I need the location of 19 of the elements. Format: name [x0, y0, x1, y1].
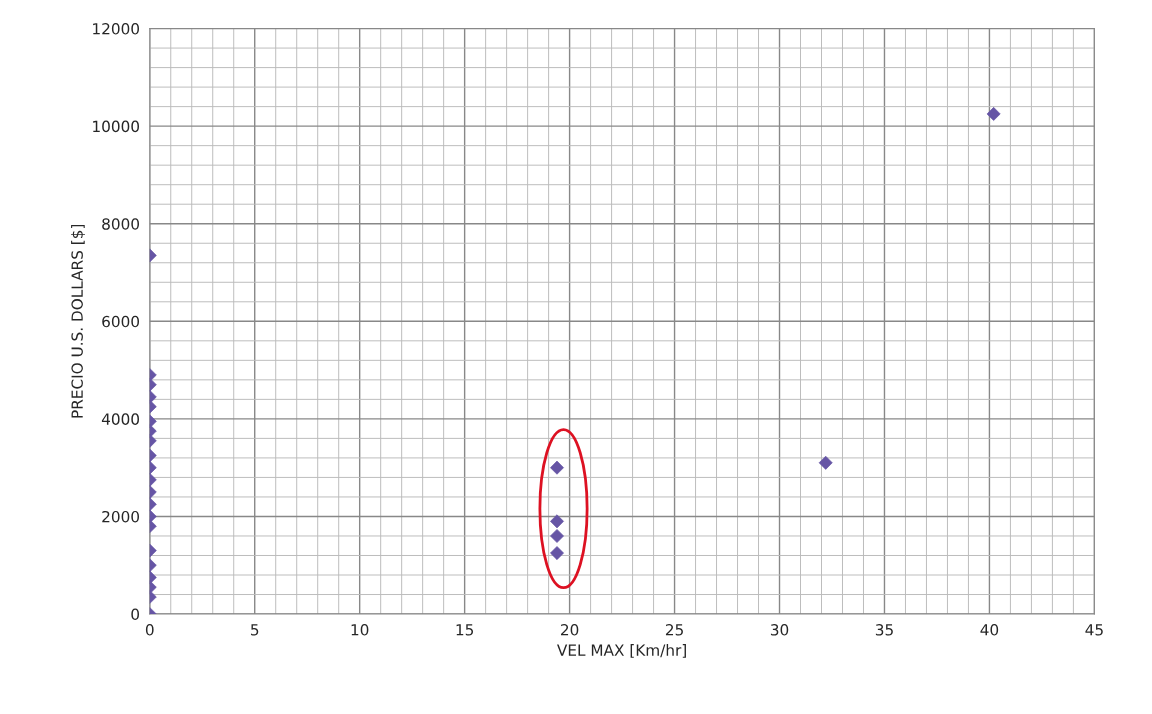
- x-tick-label: 15: [456, 624, 474, 636]
- x-tick-label: 25: [665, 624, 683, 636]
- x-axis-title: VEL MAX [Km/hr]: [557, 644, 686, 658]
- y-tick-label: 4000: [101, 413, 140, 425]
- x-tick-label: 45: [1085, 624, 1103, 636]
- x-tick-label: 35: [875, 624, 893, 636]
- y-tick-label: 10000: [93, 120, 140, 133]
- x-tick-label: 10: [351, 624, 369, 636]
- x-tick-label: 0: [145, 624, 154, 636]
- x-tick-label: 20: [561, 624, 579, 636]
- x-tick-label: 40: [980, 624, 999, 636]
- y-tick-label: 8000: [102, 218, 140, 230]
- x-tick-label: 30: [770, 624, 789, 636]
- y-tick-label: 12000: [93, 23, 140, 35]
- y-tick-label: 2000: [102, 510, 140, 523]
- y-axis-title: PRECIO U.S. DOLLARS [$]: [71, 224, 85, 418]
- y-tick-label: 6000: [102, 315, 140, 328]
- x-tick-label: 5: [251, 624, 259, 636]
- y-tick-label: 0: [131, 608, 140, 621]
